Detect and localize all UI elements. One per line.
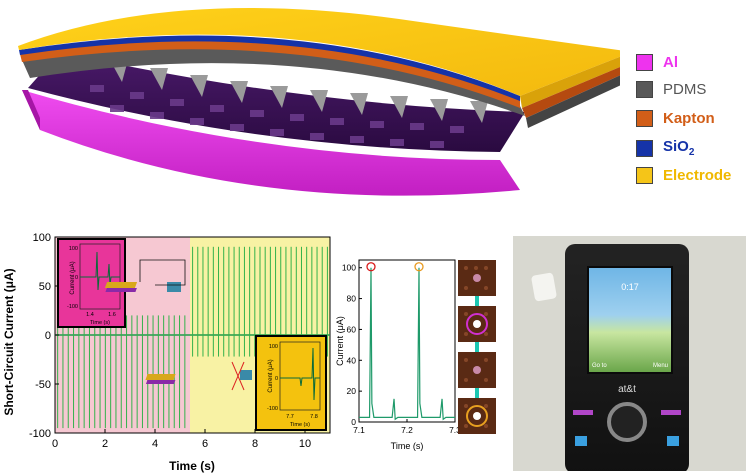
zoom-y-tick-label: 0 xyxy=(351,417,356,427)
legend-kapton: Kapton xyxy=(636,110,715,127)
phone-photo: 0:17 Go to Menu at&t xyxy=(513,236,746,471)
carrier-logo: at&t xyxy=(618,384,636,395)
inset2-xlabel: Time (s) xyxy=(290,422,310,428)
zoom-x-tick-label: 7.2 xyxy=(401,425,413,435)
x-tick-label: 8 xyxy=(252,438,258,450)
legend-sio2: SiO2 xyxy=(636,138,694,158)
mobile-phone: 0:17 Go to Menu at&t xyxy=(565,244,689,471)
inset1-ytick: -100 xyxy=(67,304,78,310)
inset1-xtick: 1.6 xyxy=(108,312,116,318)
y-tick-label: 100 xyxy=(33,232,51,244)
zoom-y-axis-label: Current (μA) xyxy=(335,316,345,366)
x-tick-label: 0 xyxy=(52,438,58,450)
zoom-x-tick-label: 7.3 xyxy=(449,425,461,435)
layered-structure-diagram xyxy=(18,8,620,196)
inset2-ytick: 0 xyxy=(275,376,278,382)
inset2-xtick: 7.7 xyxy=(286,414,294,420)
legend-swatch-al xyxy=(636,54,653,71)
x-axis-label: Time (s) xyxy=(169,459,215,473)
frame-2-marker xyxy=(466,313,488,335)
zoom-y-tick-label: 40 xyxy=(347,355,357,365)
device-sketch-pressing xyxy=(104,259,186,292)
peak-marker xyxy=(414,262,424,272)
inset1-ylabel: Current (μA) xyxy=(70,261,76,294)
inset2-ytick: -100 xyxy=(267,406,278,412)
kapton-layer xyxy=(20,40,520,108)
peak-marker xyxy=(366,262,376,272)
legend-swatch-sio2 xyxy=(636,139,653,157)
zoom-y-tick-label: 60 xyxy=(347,324,357,334)
right-soft-key[interactable] xyxy=(661,410,681,415)
legend-label-sio2: SiO2 xyxy=(663,138,695,158)
inset2-ytick: 100 xyxy=(269,344,278,350)
phone-screen: 0:17 Go to Menu xyxy=(587,266,673,374)
legend-swatch-electrode xyxy=(636,167,653,184)
y-tick-label: -50 xyxy=(35,379,51,391)
pyramid-array xyxy=(28,52,525,152)
legend-label-pdms: PDMS xyxy=(663,81,707,98)
pdms-layer xyxy=(22,47,525,116)
inset1-xtick: 1.4 xyxy=(86,312,94,318)
legend-pdms: PDMS xyxy=(636,81,706,98)
legend-label-electrode: Electrode xyxy=(663,167,732,184)
x-tick-label: 2 xyxy=(102,438,108,450)
legend-swatch-kapton xyxy=(636,110,653,127)
inset1-ytick: 0 xyxy=(75,275,78,281)
phone-right-softkey-label: Menu xyxy=(652,363,668,369)
phone-left-softkey-label: Go to xyxy=(592,363,607,369)
y-tick-label: -100 xyxy=(29,428,51,440)
zoom-y-tick-label: 20 xyxy=(347,386,357,396)
sequence-frames xyxy=(458,260,496,434)
wall-switch xyxy=(530,272,558,302)
zoom-y-tick-label: 100 xyxy=(342,263,356,273)
nav-ring[interactable] xyxy=(607,402,647,442)
zoom-current-chart: 100 80 60 40 20 0 7.1 7.2 7.3 Current (μA) Time… xyxy=(335,259,461,451)
inset2-ylabel: Current (μA) xyxy=(268,359,274,392)
inset2-xtick: 7.8 xyxy=(310,414,318,420)
zoom-x-tick-label: 7.1 xyxy=(353,425,365,435)
sio2-layer xyxy=(19,35,520,101)
legend-label-al: Al xyxy=(663,54,678,71)
inset1-xlabel: Time (s) xyxy=(90,320,110,326)
y-tick-label: 0 xyxy=(45,330,51,342)
electrode-layer xyxy=(18,8,620,96)
x-tick-label: 4 xyxy=(152,438,158,450)
zoom-y-tick-label: 80 xyxy=(347,294,357,304)
y-axis-label: Short-Circuit Current (μA) xyxy=(2,268,16,415)
short-circuit-current-chart: 100 50 0 -50 -100 0 2 4 6 8 10 Short-Circuit Curr… xyxy=(2,232,331,473)
al-bottom-layer xyxy=(22,90,520,196)
zoom-trace xyxy=(359,267,455,421)
end-key[interactable] xyxy=(667,436,679,446)
inset-right: Current (μA) 100 0 -100 7.7 7.8 Time (s) xyxy=(255,335,327,431)
current-trace xyxy=(55,246,330,429)
frame-4-marker xyxy=(466,405,488,427)
x-tick-label: 10 xyxy=(299,438,311,450)
legend-al: Al xyxy=(636,54,678,71)
call-key[interactable] xyxy=(575,436,587,446)
y-tick-label: 50 xyxy=(39,281,51,293)
left-soft-key[interactable] xyxy=(573,410,593,415)
zoom-x-axis-label: Time (s) xyxy=(391,441,424,451)
legend-label-kapton: Kapton xyxy=(663,110,715,127)
inset1-ytick: 100 xyxy=(69,246,78,252)
zoom-plot-frame xyxy=(358,259,456,423)
x-tick-label: 6 xyxy=(202,438,208,450)
legend-electrode: Electrode xyxy=(636,167,731,184)
legend-swatch-pdms xyxy=(636,81,653,98)
device-sketch-releasing xyxy=(145,361,252,391)
phone-clock: 0:17 xyxy=(621,282,639,292)
